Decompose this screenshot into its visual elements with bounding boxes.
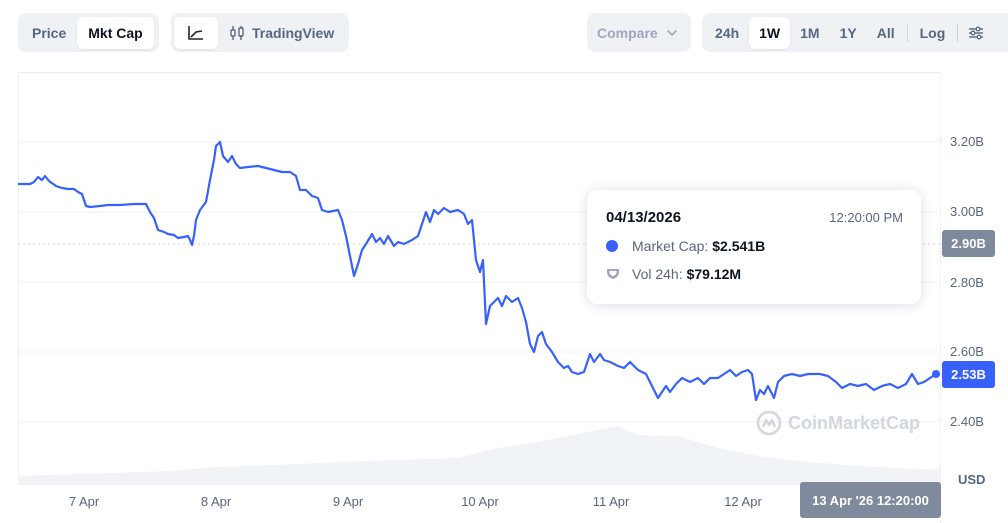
current-point-marker bbox=[932, 370, 940, 378]
compare-label: Compare bbox=[597, 24, 658, 41]
x-tick-9-apr: 9 Apr bbox=[332, 494, 364, 509]
tooltip-market-cap-label: Market Cap: bbox=[632, 237, 709, 254]
compare-dropdown[interactable]: Compare bbox=[587, 13, 691, 52]
range-1m[interactable]: 1M bbox=[800, 24, 820, 41]
line-chart-icon bbox=[188, 25, 203, 40]
coinmarketcap-watermark: CoinMarketCap bbox=[756, 410, 920, 436]
range-24h[interactable]: 24h bbox=[715, 24, 740, 41]
currency-label: USD bbox=[958, 472, 986, 487]
tab-price[interactable]: Price bbox=[32, 24, 67, 41]
chart-toolbar: Price Mkt Cap TradingView Compare 24h bbox=[0, 13, 1008, 52]
x-tick-10-apr: 10 Apr bbox=[461, 494, 499, 509]
y-tick-3-00: 3.00B bbox=[950, 204, 984, 219]
line-view-button[interactable] bbox=[174, 16, 218, 49]
tooltip-market-cap-value: $2.541B bbox=[712, 237, 766, 254]
tooltip-volume-row: Vol 24h: $79.12M bbox=[606, 265, 903, 282]
chart-view-toggle: TradingView bbox=[171, 13, 349, 52]
log-scale-toggle[interactable]: Log bbox=[919, 24, 946, 41]
coinmarketcap-logo-icon bbox=[756, 410, 782, 436]
crosshair-value-badge: 2.90B bbox=[942, 230, 995, 257]
tooltip-market-cap-row: Market Cap: $2.541B bbox=[606, 237, 903, 254]
divider bbox=[957, 23, 959, 42]
range-1y[interactable]: 1Y bbox=[839, 24, 857, 41]
y-axis-line bbox=[940, 72, 941, 523]
volume-shield-icon bbox=[606, 267, 620, 281]
y-tick-2-80: 2.80B bbox=[950, 275, 984, 290]
tooltip-volume-label: Vol 24h: bbox=[632, 265, 683, 282]
x-tick-12-apr: 12 Apr bbox=[724, 494, 762, 509]
market-cap-dot-icon bbox=[606, 239, 618, 252]
market-cap-chart[interactable]: 3.20B 3.00B 2.80B 2.60B 2.40B 2.90B 2.53… bbox=[18, 72, 1008, 523]
tooltip-volume-value: $79.12M bbox=[686, 265, 742, 282]
divider bbox=[906, 23, 908, 42]
chart-settings-button[interactable] bbox=[960, 17, 992, 49]
x-tick-7-apr: 7 Apr bbox=[68, 494, 100, 509]
y-tick-3-20: 3.20B bbox=[950, 134, 984, 149]
tradingview-button[interactable]: TradingView bbox=[218, 17, 345, 49]
range-all[interactable]: All bbox=[876, 24, 895, 41]
tab-mkt-cap[interactable]: Mkt Cap bbox=[77, 16, 154, 49]
y-tick-2-60: 2.60B bbox=[950, 344, 984, 359]
candlestick-icon bbox=[230, 25, 244, 40]
x-tick-11-apr: 11 Apr bbox=[592, 494, 630, 509]
sliders-icon bbox=[969, 26, 984, 39]
time-range-selector: 24h 1W 1M 1Y All Log bbox=[702, 13, 1008, 52]
volume-area bbox=[18, 426, 940, 485]
current-value-badge: 2.53B bbox=[942, 361, 995, 388]
range-1w[interactable]: 1W bbox=[749, 16, 791, 49]
tradingview-label: TradingView bbox=[252, 24, 335, 41]
watermark-text: CoinMarketCap bbox=[788, 412, 921, 433]
market-cap-line bbox=[18, 140, 937, 402]
chart-tooltip: 04/13/2026 12:20:00 PM Market Cap: $2.54… bbox=[587, 190, 921, 304]
crosshair-time-badge: 13 Apr '26 12:20:00 bbox=[800, 482, 941, 518]
chart-canvas bbox=[18, 140, 940, 485]
y-tick-2-40: 2.40B bbox=[950, 414, 984, 429]
chevron-down-icon bbox=[666, 29, 677, 36]
x-tick-8-apr: 8 Apr bbox=[200, 494, 232, 509]
chart-type-toggle: Price Mkt Cap bbox=[18, 13, 159, 52]
tooltip-date: 04/13/2026 bbox=[606, 208, 682, 226]
plot-area bbox=[18, 72, 940, 485]
tooltip-time: 12:20:00 PM bbox=[829, 209, 903, 225]
